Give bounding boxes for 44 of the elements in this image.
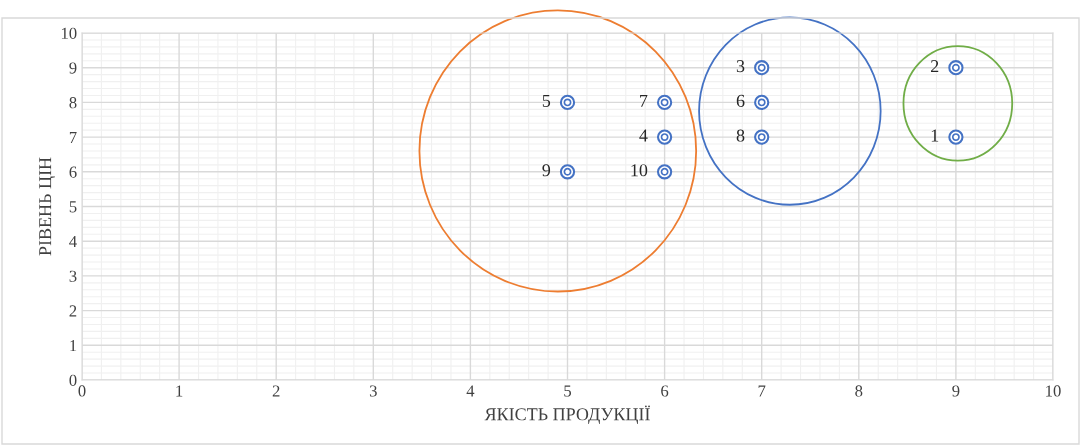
point [559, 164, 576, 180]
x-tick-label: 6 [661, 385, 669, 397]
y-tick-label: 2 [69, 305, 77, 317]
x-tick-label: 3 [369, 385, 377, 397]
point [948, 129, 964, 145]
x-axis-title: ЯКІСТЬ ПРОДУКЦІЇ [484, 405, 650, 425]
y-tick-label: 6 [69, 166, 77, 178]
point [754, 94, 770, 111]
point [656, 129, 673, 145]
point [656, 164, 673, 180]
annotation: 7 [640, 94, 648, 107]
annotation: 1 [931, 129, 939, 142]
x-tick-label: 0 [78, 385, 86, 397]
x-tick-label: 1 [176, 385, 183, 397]
x-tick-label: 4 [466, 385, 475, 397]
y-tick-label: 7 [69, 131, 77, 143]
annotation: 5 [542, 94, 551, 107]
annotation: 9 [542, 164, 551, 177]
point [948, 60, 964, 76]
annotation: 4 [639, 129, 648, 142]
x-tick-label: 2 [272, 385, 280, 397]
y-tick-label: 5 [69, 201, 77, 213]
point [754, 129, 770, 145]
y-tick-label: 3 [69, 270, 77, 282]
point [559, 94, 576, 111]
y-tick-label: 8 [69, 97, 77, 109]
point [754, 60, 770, 76]
x-tick-label: 9 [952, 385, 960, 397]
annotation: 8 [736, 129, 745, 142]
x-tick-label: 8 [855, 385, 863, 397]
y-tick-label: 0 [69, 374, 77, 386]
annotation: 2 [931, 60, 939, 73]
y-tick-label: 10 [61, 27, 77, 39]
y-axis-title: РІВЕНЬ ЦІН [39, 157, 55, 256]
y-tick-label: 1 [70, 340, 77, 352]
y-tick-label: 4 [69, 236, 77, 247]
annotation: 10 [631, 164, 648, 177]
point [656, 94, 673, 111]
annotation: 6 [736, 94, 745, 107]
x-tick-label: 10 [1046, 385, 1061, 397]
x-tick-label: 7 [758, 385, 766, 397]
x-tick-label: 5 [564, 385, 572, 397]
annotation: 3 [736, 60, 745, 73]
y-tick-label: 9 [69, 62, 77, 74]
